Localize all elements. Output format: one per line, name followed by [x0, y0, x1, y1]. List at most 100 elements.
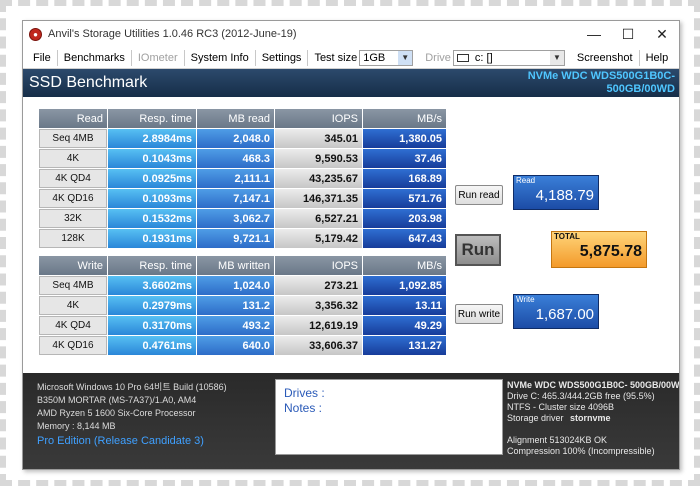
menu-iometer[interactable]: IOmeter — [132, 49, 185, 66]
read_table-cell-label[interactable]: Seq 4MB — [39, 129, 107, 148]
run-read-button[interactable]: Run read — [455, 185, 503, 205]
run-button[interactable]: Run — [455, 234, 501, 266]
system-board: B350M MORTAR (MS-7A37)/1.A0, AM4 — [37, 395, 197, 405]
read_table-header-label: Read — [39, 109, 107, 128]
menu-system-info[interactable]: System Info — [185, 49, 256, 66]
read_table-cell-label[interactable]: 4K QD4 — [39, 169, 107, 188]
read_table-cell-mb: 3,062.7 — [197, 209, 274, 228]
storage-driver-label: Storage driver — [507, 413, 564, 423]
read_table-cell-iops: 345.01 — [275, 129, 362, 148]
chevron-down-icon: ▼ — [549, 50, 564, 65]
read_table-cell-label[interactable]: 128K — [39, 229, 107, 248]
test-size-value: 1GB — [363, 51, 386, 64]
read_table-cell-mbs: 571.76 — [363, 189, 446, 208]
window-title: Anvil's Storage Utilities 1.0.46 RC3 (20… — [48, 28, 297, 40]
menu-bar: File Benchmarks IOmeter System Info Sett… — [23, 47, 679, 69]
system-info: Microsoft Windows 10 Pro 64비트 Build (105… — [37, 381, 227, 433]
read_table-cell-label[interactable]: 32K — [39, 209, 107, 228]
table-row: 4K 0.1043ms 468.3 9,590.53 37.46 — [39, 149, 447, 168]
read_table-cell-iops: 43,235.67 — [275, 169, 362, 188]
read_table-cell-resp-time: 0.1532ms — [108, 209, 196, 228]
drive-ntfs: NTFS - Cluster size 4096B — [507, 402, 615, 412]
menu-settings[interactable]: Settings — [256, 49, 309, 66]
write-results-table: Write Resp. time MB written IOPS MB/s Seq 4MB… — [39, 256, 447, 356]
read_table-header-resp-time: Resp. time — [108, 109, 196, 128]
notes-label: Notes : — [284, 401, 323, 415]
write_table-cell-mbs: 131.27 — [363, 336, 446, 355]
total-score-caption: TOTAL — [554, 232, 580, 241]
write_table-cell-label[interactable]: 4K QD16 — [39, 336, 107, 355]
read_table-cell-iops: 146,371.35 — [275, 189, 362, 208]
write_table-cell-label[interactable]: 4K — [39, 296, 107, 315]
write_table-cell-mb: 640.0 — [197, 336, 274, 355]
write_table-header-resp-time: Resp. time — [108, 256, 196, 275]
drive-info: NVMe WDC WDS500G1B0C- 500GB/00W Drive C:… — [507, 380, 679, 457]
write_table-cell-resp-time: 0.4761ms — [108, 336, 196, 355]
benchmark-header: SSD Benchmark NVMe WDC WDS500G1B0C- 500G… — [23, 69, 679, 97]
read_table-cell-mbs: 647.43 — [363, 229, 446, 248]
table-row: 4K QD16 0.1093ms 7,147.1 146,371.35 571.76 — [39, 189, 447, 208]
chevron-down-icon: ▼ — [398, 50, 413, 65]
maximize-button[interactable]: ☐ — [621, 25, 635, 42]
header-drive-name: NVMe WDC WDS500G1B0C- 500GB/00WD — [515, 70, 675, 96]
menu-benchmarks[interactable]: Benchmarks — [58, 49, 132, 66]
write_table-header-row: Write Resp. time MB written IOPS MB/s — [39, 256, 447, 275]
drive-model: NVMe WDC WDS500G1B0C- 500GB/00W — [507, 380, 679, 390]
read-score-caption: Read — [516, 176, 536, 185]
read_table-cell-resp-time: 0.1093ms — [108, 189, 196, 208]
drive-free: Drive C: 465.3/444.2GB free (95.5%) — [507, 391, 655, 401]
write_table-cell-iops: 33,606.37 — [275, 336, 362, 355]
table-row: Seq 4MB 3.6602ms 1,024.0 273.21 1,092.85 — [39, 276, 447, 295]
minimize-button[interactable]: — — [587, 26, 601, 42]
write_table-cell-mb: 1,024.0 — [197, 276, 274, 295]
benchmark-main: Read Resp. time MB read IOPS MB/s Seq 4MB 2.89… — [23, 97, 679, 397]
read_table-header-iops: IOPS — [275, 109, 362, 128]
drive-label: Drive — [425, 51, 451, 64]
write_table-cell-iops: 3,356.32 — [275, 296, 362, 315]
read_table-cell-label[interactable]: 4K — [39, 149, 107, 168]
write_table-cell-mbs: 1,092.85 — [363, 276, 446, 295]
total-score-value: 5,875.78 — [579, 243, 642, 260]
read_table-cell-mb: 2,111.1 — [197, 169, 274, 188]
storage-driver-value: stornvme — [570, 413, 611, 423]
drive-select[interactable]: c: [] ▼ — [452, 49, 565, 66]
write_table-cell-resp-time: 0.2979ms — [108, 296, 196, 315]
read_table-cell-label[interactable]: 4K QD16 — [39, 189, 107, 208]
write_table-cell-label[interactable]: Seq 4MB — [39, 276, 107, 295]
menu-file[interactable]: File — [27, 49, 58, 66]
read_table-cell-mbs: 168.89 — [363, 169, 446, 188]
read_table-cell-mbs: 1,380.05 — [363, 129, 446, 148]
menu-screenshot[interactable]: Screenshot — [571, 49, 640, 66]
test-size-select[interactable]: 1GB ▼ — [359, 49, 414, 66]
header-drive-line2: 500GB/00WD — [606, 83, 675, 95]
system-cpu: AMD Ryzen 5 1600 Six-Core Processor — [37, 408, 196, 418]
drive-alignment: Alignment 513024KB OK — [507, 435, 608, 445]
table-row: 4K QD16 0.4761ms 640.0 33,606.37 131.27 — [39, 336, 447, 355]
drive-icon — [456, 53, 469, 62]
write_table-cell-mbs: 13.11 — [363, 296, 446, 315]
read_table-cell-mb: 9,721.1 — [197, 229, 274, 248]
footer-panel: Microsoft Windows 10 Pro 64비트 Build (105… — [23, 373, 679, 469]
write_table-cell-iops: 12,619.19 — [275, 316, 362, 335]
write-score-panel: Write 1,687.00 — [513, 294, 599, 329]
title-bar: ● Anvil's Storage Utilities 1.0.46 RC3 (… — [23, 21, 679, 47]
read_table-cell-iops: 5,179.42 — [275, 229, 362, 248]
notes-panel[interactable]: Drives : Notes : — [275, 379, 503, 455]
page-title: SSD Benchmark — [29, 74, 148, 91]
menu-help[interactable]: Help — [645, 51, 669, 64]
write_table-header-iops: IOPS — [275, 256, 362, 275]
write_table-cell-label[interactable]: 4K QD4 — [39, 316, 107, 335]
app-logo-icon: ● — [29, 27, 42, 41]
table-row: 4K QD4 0.3170ms 493.2 12,619.19 49.29 — [39, 316, 447, 335]
close-button[interactable]: ✕ — [656, 25, 668, 42]
write_table-cell-resp-time: 3.6602ms — [108, 276, 196, 295]
run-write-button[interactable]: Run write — [455, 304, 503, 324]
read_table-cell-resp-time: 2.8984ms — [108, 129, 196, 148]
read_table-cell-mb: 468.3 — [197, 149, 274, 168]
system-memory: Memory : 8,144 MB — [37, 421, 116, 431]
write-score-caption: Write — [516, 295, 535, 304]
drive-compression: Compression 100% (Incompressible) — [507, 446, 655, 456]
test-size-label: Test size — [314, 51, 358, 64]
read-score-panel: Read 4,188.79 — [513, 175, 599, 210]
write_table-cell-mb: 131.2 — [197, 296, 274, 315]
